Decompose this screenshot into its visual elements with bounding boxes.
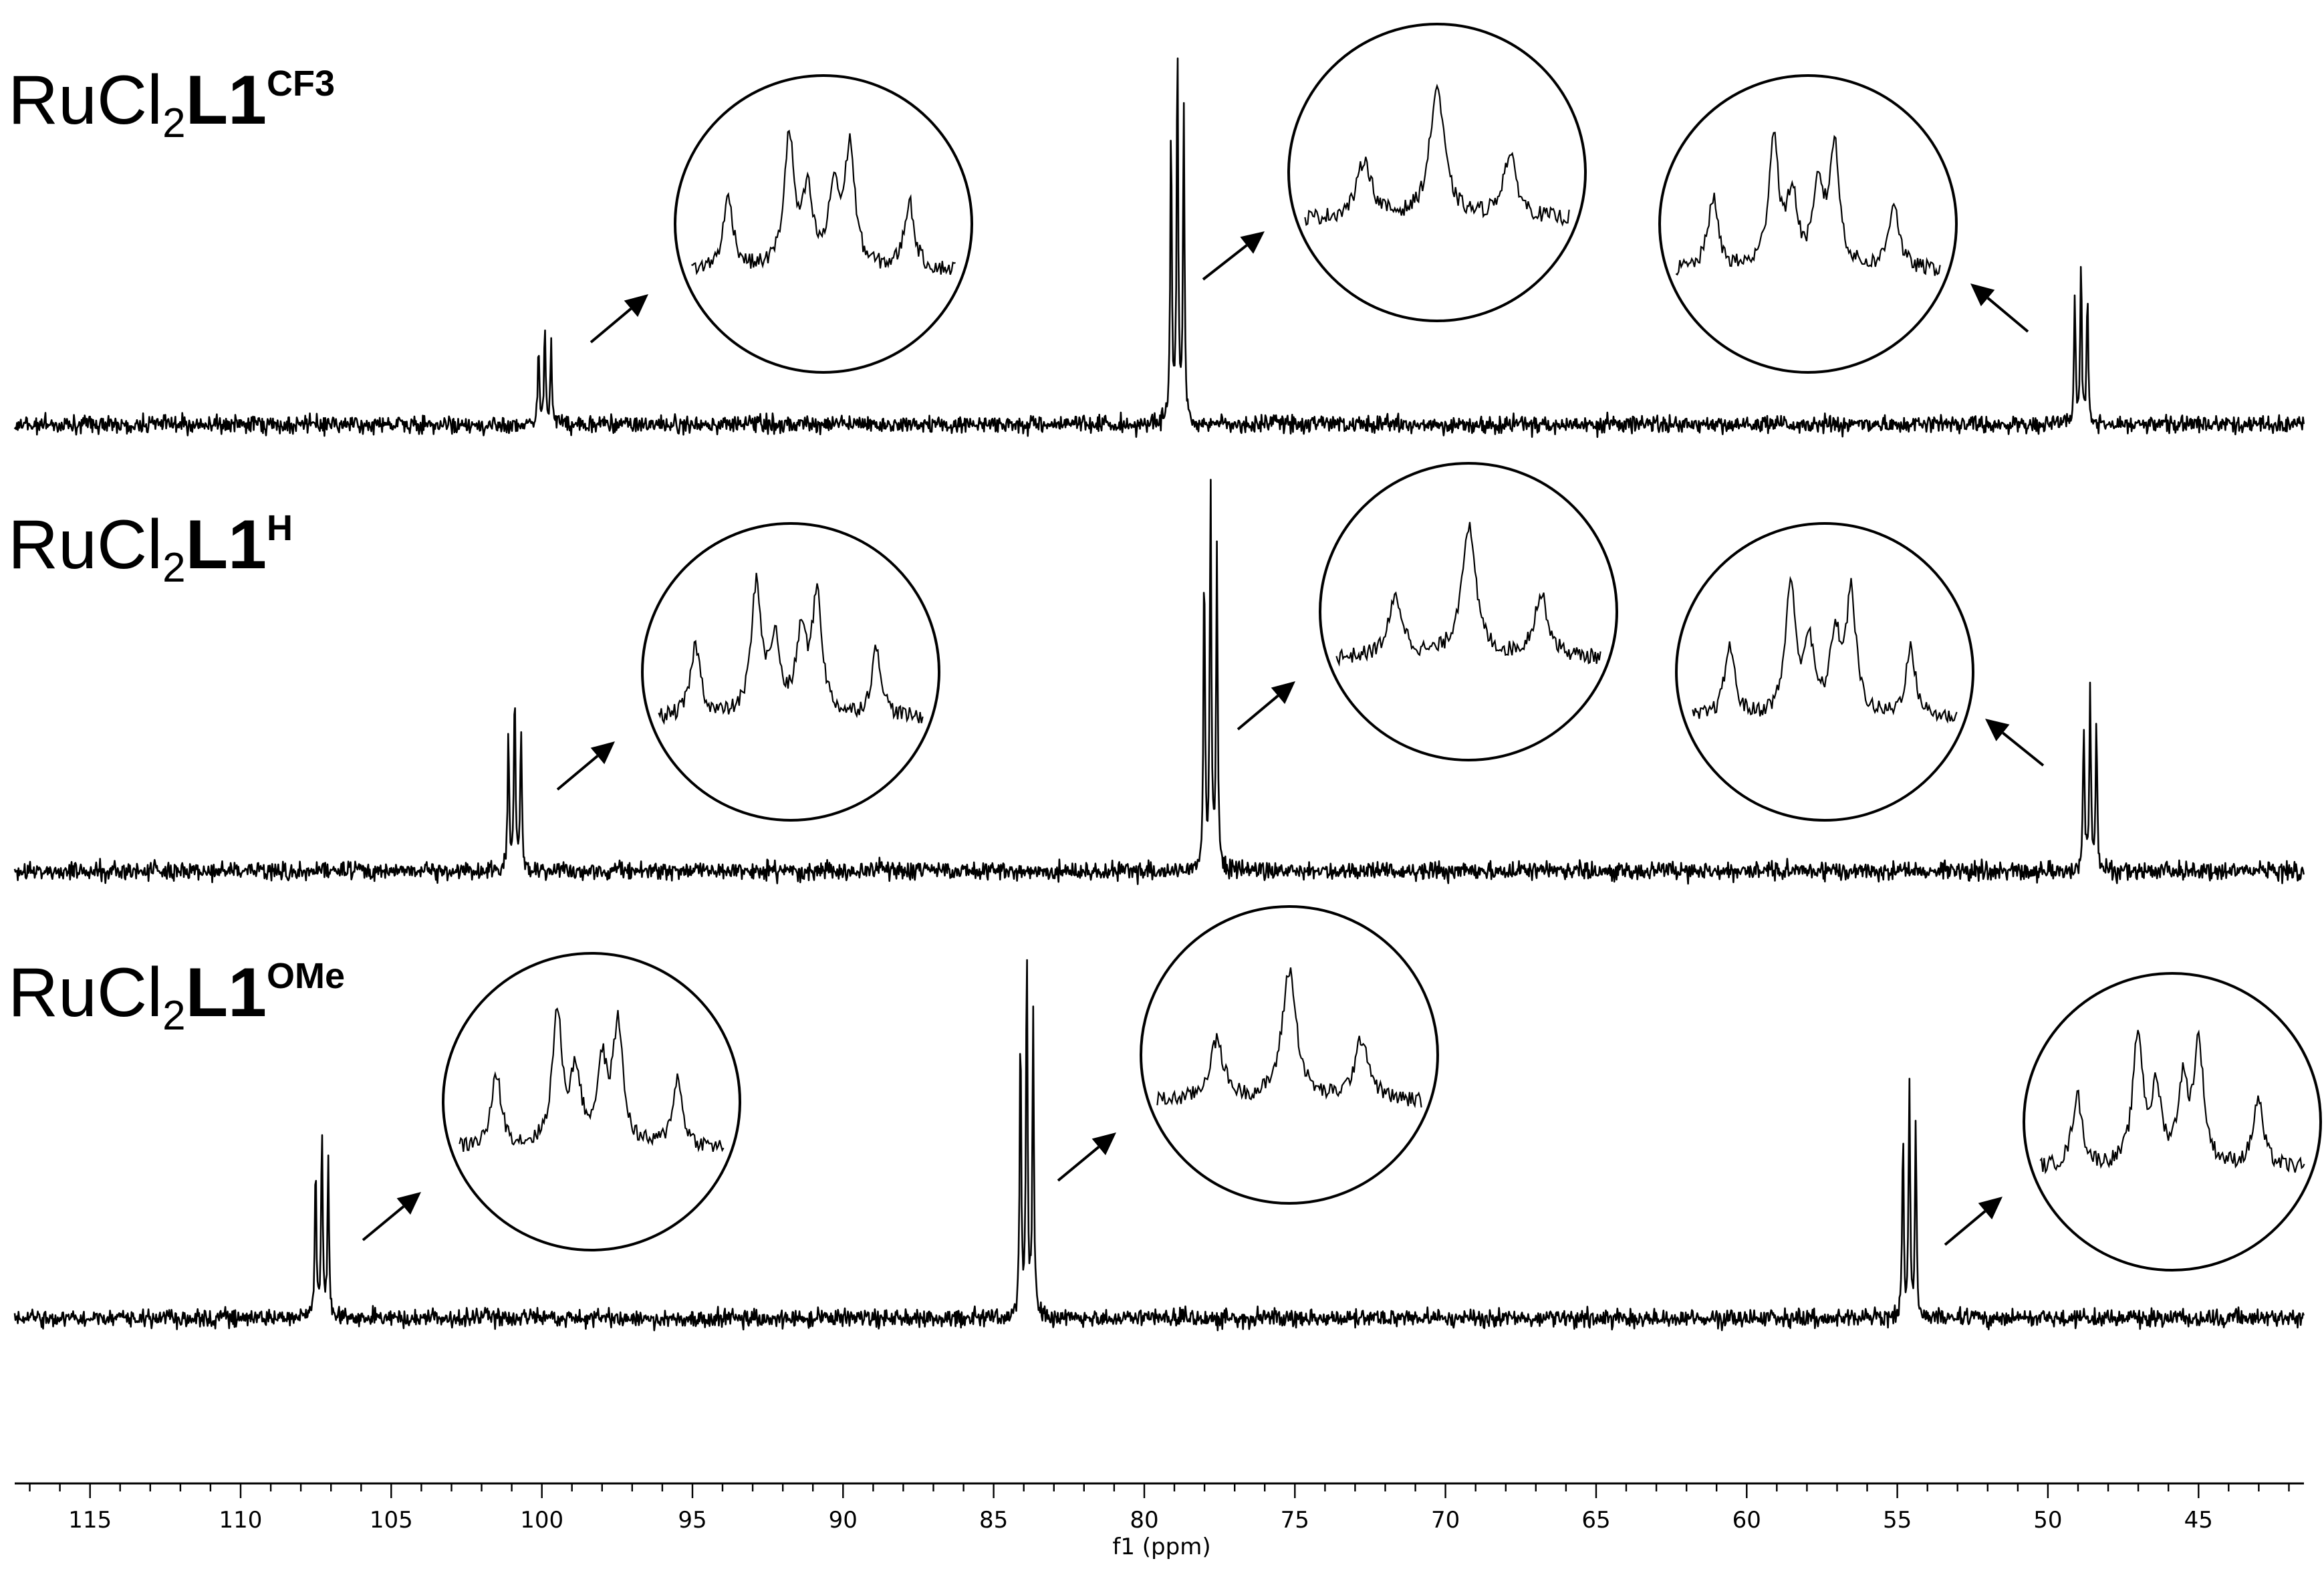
zoom-trace [691,129,956,275]
x-tick-label: 45 [2184,1507,2213,1534]
zoom-arrow-head [1240,231,1265,254]
series-label-0: RuCl2L1CF3 [8,62,335,146]
zoom-arrow-head [1091,1132,1116,1155]
spectrum-trace-2 [13,959,2305,1332]
zoom-circle [442,952,741,1251]
x-tick-label: 90 [829,1507,858,1534]
zoom-arrow-shaft [1057,1146,1100,1182]
zoom-arrow-shaft [1237,695,1279,731]
spectra-layer [13,57,2305,1332]
zoom-inset-0-2 [1658,74,2029,374]
zoom-arrow-head [1985,719,2010,741]
zoom-arrow-head [1978,1197,2003,1220]
spectrum-trace-0 [13,57,2305,439]
zoom-arrow-head [590,741,615,765]
spectrum-1 [13,479,2305,885]
zoom-inset-1-0 [556,522,940,822]
x-tick-label: 80 [1130,1507,1158,1534]
zoom-arrow-shaft [2002,731,2045,767]
zoom-inset-2-1 [1057,905,1439,1205]
x-tick-label: 50 [2033,1507,2062,1534]
series-label-1: RuCl2L1H [8,506,293,591]
zoom-arrow-shaft [556,755,599,791]
zoom-trace [1304,84,1570,227]
x-tick-label: 95 [678,1507,706,1534]
x-tick-label: 55 [1883,1507,1912,1534]
zoom-arrow-shaft [590,308,632,344]
zoom-trace [2039,1029,2305,1175]
zoom-inset-1-1 [1237,462,1618,761]
zoom-circle [641,522,940,822]
x-tick-label: 115 [68,1507,112,1534]
x-axis: 115 110 105 100 95 90 85 80 75 70 65 60 55 50 45 f1 (p… [15,1482,2304,1560]
x-axis-title: f1 (ppm) [1112,1534,1210,1560]
zoom-arrow-head [396,1192,421,1215]
zoom-inset-2-0 [362,952,741,1251]
zoom-circle [1287,23,1587,322]
x-tick-label: 65 [1581,1507,1610,1534]
spectrum-0 [13,57,2305,439]
zoom-arrow-head [624,294,648,318]
zoom-inset-0-0 [590,74,973,374]
x-tick-label: 85 [979,1507,1008,1534]
zoom-arrow-shaft [1944,1210,1986,1246]
zoom-arrow-shaft [362,1205,405,1241]
x-tick-label: 100 [520,1507,563,1534]
x-axis-ticks: 115 110 105 100 95 90 85 80 75 70 65 60 55 50 45 [29,1483,2290,1534]
zoom-trace [1675,131,1941,276]
zoom-circle [1319,462,1618,761]
zoom-trace [1156,967,1422,1108]
zoom-inset-2-2 [1944,972,2322,1272]
zoom-inset-1-2 [1675,522,2045,822]
zoom-trace [459,1007,725,1153]
zoom-trace [1335,521,1601,667]
zoom-inset-0-1 [1202,23,1587,322]
zoom-circle [2023,972,2322,1272]
zoom-arrow-shaft [1202,244,1248,281]
zoom-circle [674,74,973,374]
series-label-2: RuCl2L1OMe [8,954,345,1039]
zoom-arrow-head [1271,681,1295,705]
zoom-circle [1658,74,1958,374]
x-tick-label: 105 [370,1507,413,1534]
x-tick-label: 60 [1732,1507,1761,1534]
zoom-insets-layer [362,23,2322,1272]
series-labels-layer: RuCl2L1CF3 RuCl2L1H RuCl2L1OMe [8,62,345,1039]
zoom-arrow-head [1970,283,1995,307]
x-tick-label: 110 [219,1507,263,1534]
x-tick-label: 75 [1281,1507,1309,1534]
zoom-arrow-shaft [1986,297,2029,333]
zoom-circle [1675,522,1974,822]
spectrum-2 [13,959,2305,1332]
zoom-trace [658,572,924,725]
spectrum-trace-1 [13,479,2305,885]
x-tick-label: 70 [1431,1507,1460,1534]
zoom-circle [1140,905,1439,1205]
zoom-trace [1692,576,1958,724]
